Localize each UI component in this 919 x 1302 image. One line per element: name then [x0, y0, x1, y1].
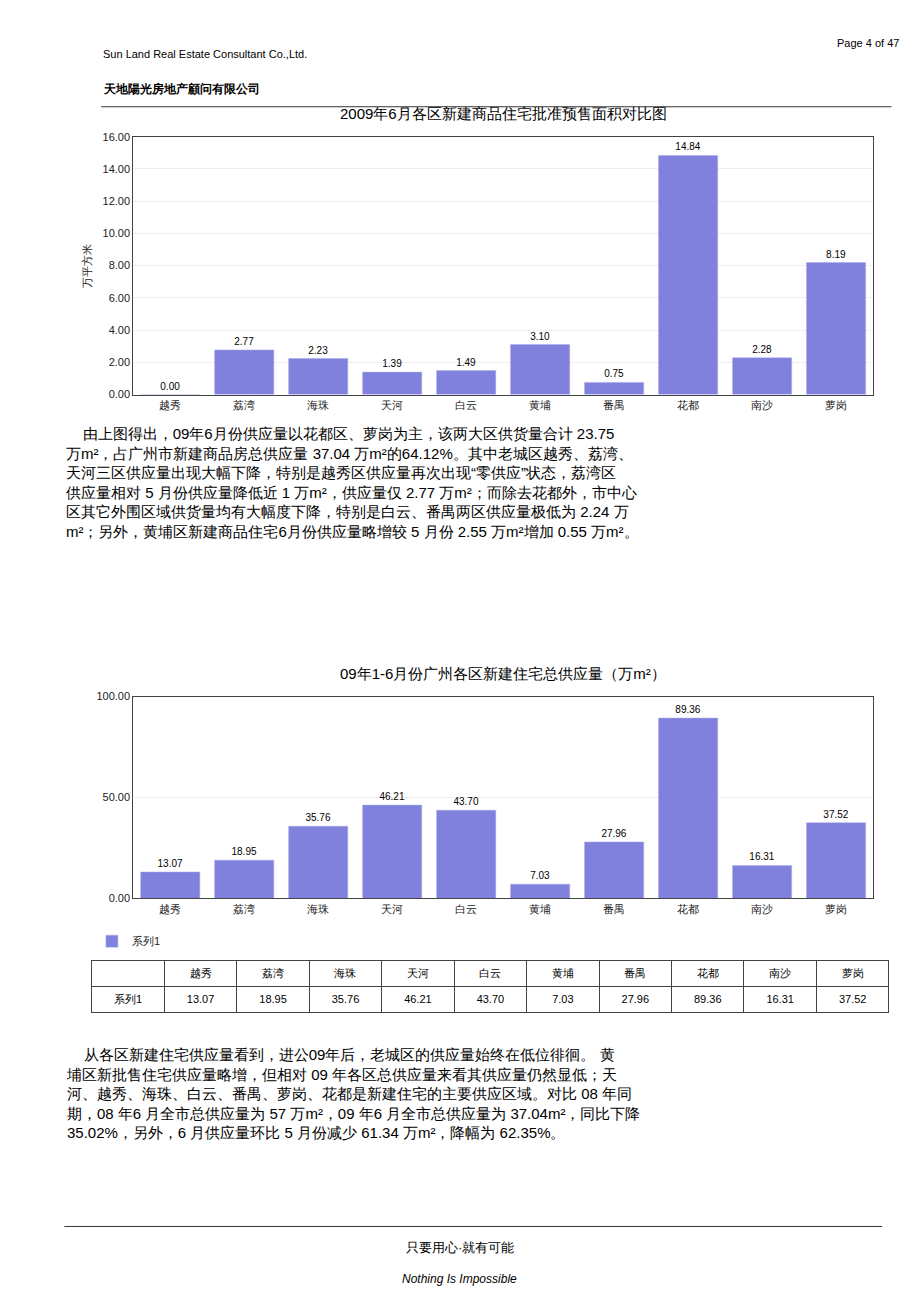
svg-text:天地陽光房地产顧问有限公司: 天地陽光房地产顧问有限公司	[103, 82, 260, 96]
svg-text:35.76: 35.76	[332, 993, 360, 1005]
svg-text:Nothing Is Impossible: Nothing Is Impossible	[402, 1272, 517, 1286]
svg-text:黄埔: 黄埔	[529, 903, 551, 915]
svg-text:7.03: 7.03	[530, 870, 550, 881]
svg-text:2.23: 2.23	[308, 345, 328, 356]
svg-text:8.19: 8.19	[826, 249, 846, 260]
svg-text:3.10: 3.10	[530, 331, 550, 342]
svg-text:1.39: 1.39	[382, 358, 402, 369]
svg-text:0.00: 0.00	[160, 381, 180, 392]
svg-text:海珠: 海珠	[334, 967, 356, 979]
svg-text:荔湾: 荔湾	[233, 399, 255, 411]
svg-text:花都: 花都	[677, 399, 699, 411]
svg-text:16.31: 16.31	[749, 851, 774, 862]
svg-text:番禺: 番禺	[603, 399, 625, 411]
svg-text:越秀: 越秀	[190, 967, 212, 979]
svg-text:6.00: 6.00	[109, 292, 130, 304]
svg-text:18.95: 18.95	[259, 993, 287, 1005]
svg-text:16.00: 16.00	[103, 131, 131, 143]
svg-text:天河: 天河	[381, 399, 403, 411]
svg-text:花都: 花都	[677, 903, 699, 915]
svg-text:13.07: 13.07	[158, 858, 183, 869]
svg-text:0.00: 0.00	[109, 388, 130, 400]
svg-text:37.52: 37.52	[839, 993, 867, 1005]
svg-text:系列1: 系列1	[132, 935, 160, 947]
svg-text:09年1-6月份广州各区新建住宅总供应量（万m²）: 09年1-6月份广州各区新建住宅总供应量（万m²）	[340, 665, 666, 682]
svg-text:天河: 天河	[381, 903, 403, 915]
svg-text:黄埔: 黄埔	[552, 967, 574, 979]
svg-text:Sun Land Real Estate Consultan: Sun Land Real Estate Consultant Co.,Ltd.	[103, 48, 307, 60]
svg-text:番禺: 番禺	[624, 967, 646, 979]
svg-text:萝岗: 萝岗	[825, 903, 847, 915]
svg-text:南沙: 南沙	[751, 399, 773, 411]
svg-text:37.52: 37.52	[823, 809, 848, 820]
svg-text:10.00: 10.00	[103, 227, 131, 239]
svg-text:万平方米: 万平方米	[81, 244, 93, 288]
svg-text:43.70: 43.70	[453, 796, 478, 807]
svg-text:13.07: 13.07	[187, 993, 215, 1005]
svg-text:天河: 天河	[407, 967, 429, 979]
svg-text:花都: 花都	[697, 967, 719, 979]
svg-text:荔湾: 荔湾	[233, 903, 255, 915]
svg-text:越秀: 越秀	[159, 399, 181, 411]
svg-text:白云: 白云	[479, 967, 501, 979]
svg-text:43.70: 43.70	[477, 993, 505, 1005]
svg-text:2009年6月各区新建商品住宅批准预售面积对比图: 2009年6月各区新建商品住宅批准预售面积对比图	[340, 105, 667, 122]
svg-text:27.96: 27.96	[601, 828, 626, 839]
svg-text:海珠: 海珠	[307, 399, 329, 411]
svg-text:从各区新建住宅供应量看到，进公09年后，老城区的供应量始终在: 从各区新建住宅供应量看到，进公09年后，老城区的供应量始终在低位徘徊。 黄埔区新…	[66, 1046, 640, 1141]
svg-text:50.00: 50.00	[103, 791, 131, 803]
svg-text:18.95: 18.95	[231, 846, 256, 857]
svg-text:1.49: 1.49	[456, 357, 476, 368]
svg-text:35.76: 35.76	[305, 812, 330, 823]
svg-text:46.21: 46.21	[379, 791, 404, 802]
svg-text:12.00: 12.00	[103, 195, 131, 207]
svg-text:2.28: 2.28	[752, 344, 772, 355]
svg-text:Page 4 of 47: Page 4 of 47	[837, 37, 899, 49]
svg-text:7.03: 7.03	[552, 993, 573, 1005]
svg-text:南沙: 南沙	[769, 967, 791, 979]
svg-text:4.00: 4.00	[109, 324, 130, 336]
svg-text:2.00: 2.00	[109, 356, 130, 368]
svg-text:0.75: 0.75	[604, 368, 624, 379]
svg-text:0.00: 0.00	[109, 892, 130, 904]
svg-text:由上图得出，09年6月份供应量以花都区、萝岗为主，该两大区供: 由上图得出，09年6月份供应量以花都区、萝岗为主，该两大区供货量合计 23.75…	[66, 425, 639, 540]
svg-text:系列1: 系列1	[114, 993, 142, 1005]
svg-text:89.36: 89.36	[694, 993, 722, 1005]
svg-text:荔湾: 荔湾	[262, 967, 284, 979]
svg-text:番禺: 番禺	[603, 903, 625, 915]
svg-text:8.00: 8.00	[109, 259, 130, 271]
svg-text:14.84: 14.84	[675, 141, 700, 152]
svg-text:2.77: 2.77	[234, 336, 254, 347]
svg-text:黄埔: 黄埔	[529, 399, 551, 411]
svg-text:白云: 白云	[455, 399, 477, 411]
svg-text:萝岗: 萝岗	[842, 967, 864, 979]
svg-text:南沙: 南沙	[751, 903, 773, 915]
svg-text:海珠: 海珠	[307, 903, 329, 915]
svg-text:萝岗: 萝岗	[825, 399, 847, 411]
svg-text:46.21: 46.21	[404, 993, 432, 1005]
svg-text:白云: 白云	[455, 903, 477, 915]
svg-text:27.96: 27.96	[622, 993, 650, 1005]
svg-text:16.31: 16.31	[766, 993, 794, 1005]
svg-text:14.00: 14.00	[103, 163, 131, 175]
svg-text:100.00: 100.00	[96, 690, 130, 702]
svg-text:只要用心·就有可能: 只要用心·就有可能	[406, 1240, 514, 1255]
svg-text:越秀: 越秀	[159, 903, 181, 915]
svg-text:89.36: 89.36	[675, 704, 700, 715]
